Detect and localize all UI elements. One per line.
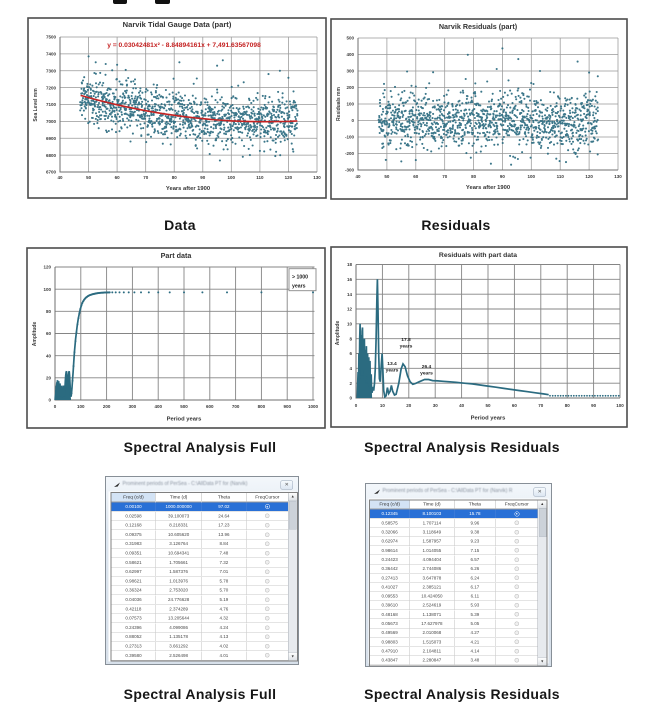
svg-text:7200: 7200 (46, 85, 57, 90)
svg-text:60: 60 (115, 175, 121, 180)
svg-text:years: years (386, 368, 399, 374)
svg-text:40: 40 (57, 175, 63, 180)
svg-text:120: 120 (585, 174, 593, 179)
svg-text:4: 4 (349, 366, 352, 371)
svg-text:26.4: 26.4 (422, 364, 432, 370)
svg-text:80: 80 (565, 403, 571, 408)
svg-text:Years after 1900: Years after 1900 (166, 186, 210, 192)
svg-text:90: 90 (591, 403, 597, 408)
svg-text:90: 90 (500, 174, 506, 179)
svg-text:Amplitude: Amplitude (335, 321, 341, 346)
svg-text:20: 20 (406, 403, 412, 408)
svg-text:50: 50 (86, 175, 92, 180)
svg-text:10: 10 (380, 403, 386, 408)
svg-text:900: 900 (283, 404, 291, 409)
svg-text:130: 130 (614, 174, 622, 179)
svg-text:50: 50 (485, 403, 491, 408)
svg-text:60: 60 (46, 331, 52, 336)
svg-text:0: 0 (48, 398, 51, 403)
svg-text:6: 6 (349, 351, 352, 356)
svg-text:100: 100 (528, 174, 536, 179)
svg-text:80: 80 (471, 174, 477, 179)
svg-text:> 1000: > 1000 (292, 275, 308, 281)
svg-text:50: 50 (384, 174, 390, 179)
svg-text:70: 70 (538, 403, 544, 408)
svg-text:12: 12 (347, 307, 353, 312)
svg-text:200: 200 (103, 404, 111, 409)
svg-text:-100: -100 (345, 135, 355, 140)
svg-text:70: 70 (442, 174, 448, 179)
svg-text:40: 40 (355, 174, 361, 179)
svg-text:-200: -200 (345, 151, 355, 156)
svg-text:600: 600 (206, 404, 214, 409)
svg-text:6700: 6700 (46, 170, 57, 175)
svg-text:110: 110 (557, 174, 565, 179)
svg-text:60: 60 (413, 174, 419, 179)
svg-text:Narvik Residuals (part): Narvik Residuals (part) (439, 22, 518, 31)
svg-text:100: 100 (346, 102, 354, 107)
svg-text:years: years (292, 284, 306, 290)
svg-text:-300: -300 (345, 168, 355, 173)
svg-text:40: 40 (459, 403, 465, 408)
svg-text:80: 80 (46, 309, 52, 314)
svg-text:80: 80 (172, 175, 178, 180)
svg-text:0: 0 (54, 404, 57, 409)
svg-text:400: 400 (346, 52, 354, 57)
svg-text:Years after 1900: Years after 1900 (466, 185, 510, 191)
svg-text:7300: 7300 (46, 69, 57, 74)
svg-text:90: 90 (200, 175, 206, 180)
svg-text:2: 2 (349, 381, 352, 386)
svg-text:400: 400 (154, 404, 162, 409)
svg-text:500: 500 (180, 404, 188, 409)
svg-text:20: 20 (46, 376, 52, 381)
svg-text:years: years (420, 371, 433, 377)
svg-text:100: 100 (77, 404, 85, 409)
svg-text:13.4: 13.4 (387, 361, 397, 367)
svg-text:800: 800 (258, 404, 266, 409)
svg-text:120: 120 (43, 265, 51, 270)
svg-text:130: 130 (313, 175, 321, 180)
svg-text:7000: 7000 (46, 119, 57, 124)
svg-text:16: 16 (347, 277, 353, 282)
svg-text:30: 30 (433, 403, 439, 408)
svg-text:7400: 7400 (46, 52, 57, 57)
svg-text:100: 100 (616, 403, 624, 408)
svg-text:Narvik Tidal Gauge Data (part): Narvik Tidal Gauge Data (part) (123, 20, 232, 29)
svg-text:100: 100 (43, 287, 51, 292)
svg-text:7500: 7500 (46, 35, 57, 40)
svg-text:120: 120 (285, 175, 293, 180)
svg-text:1000: 1000 (308, 404, 319, 409)
svg-text:70: 70 (143, 175, 149, 180)
svg-text:60: 60 (512, 403, 518, 408)
svg-text:8: 8 (349, 336, 352, 341)
svg-text:300: 300 (129, 404, 137, 409)
svg-text:6900: 6900 (46, 136, 57, 141)
svg-text:Part data: Part data (161, 251, 193, 260)
svg-text:500: 500 (346, 36, 354, 41)
svg-text:40: 40 (46, 353, 52, 358)
svg-text:y = 0.03042481x² - 8.84894161x: y = 0.03042481x² - 8.84894161x + 7,491.6… (107, 42, 261, 49)
svg-text:6800: 6800 (46, 153, 57, 158)
svg-text:17.8: 17.8 (401, 337, 411, 343)
svg-text:14: 14 (347, 292, 353, 297)
svg-text:0: 0 (351, 118, 354, 123)
svg-text:200: 200 (346, 85, 354, 90)
svg-text:700: 700 (232, 404, 240, 409)
svg-text:18: 18 (347, 262, 353, 267)
svg-text:Sea Level mm: Sea Level mm (33, 88, 39, 122)
svg-text:Period years: Period years (167, 417, 202, 423)
svg-text:110: 110 (256, 175, 264, 180)
svg-text:Period years: Period years (471, 416, 506, 422)
svg-text:100: 100 (228, 175, 236, 180)
svg-text:7100: 7100 (46, 102, 57, 107)
svg-text:0: 0 (349, 396, 352, 401)
svg-text:Residuals with part data: Residuals with part data (439, 252, 517, 259)
svg-text:years: years (400, 344, 413, 350)
svg-text:10: 10 (347, 322, 353, 327)
svg-text:Residuals mm: Residuals mm (336, 86, 342, 120)
svg-text:Amplitude: Amplitude (32, 322, 38, 347)
svg-text:300: 300 (346, 69, 354, 74)
svg-text:0: 0 (355, 403, 358, 408)
